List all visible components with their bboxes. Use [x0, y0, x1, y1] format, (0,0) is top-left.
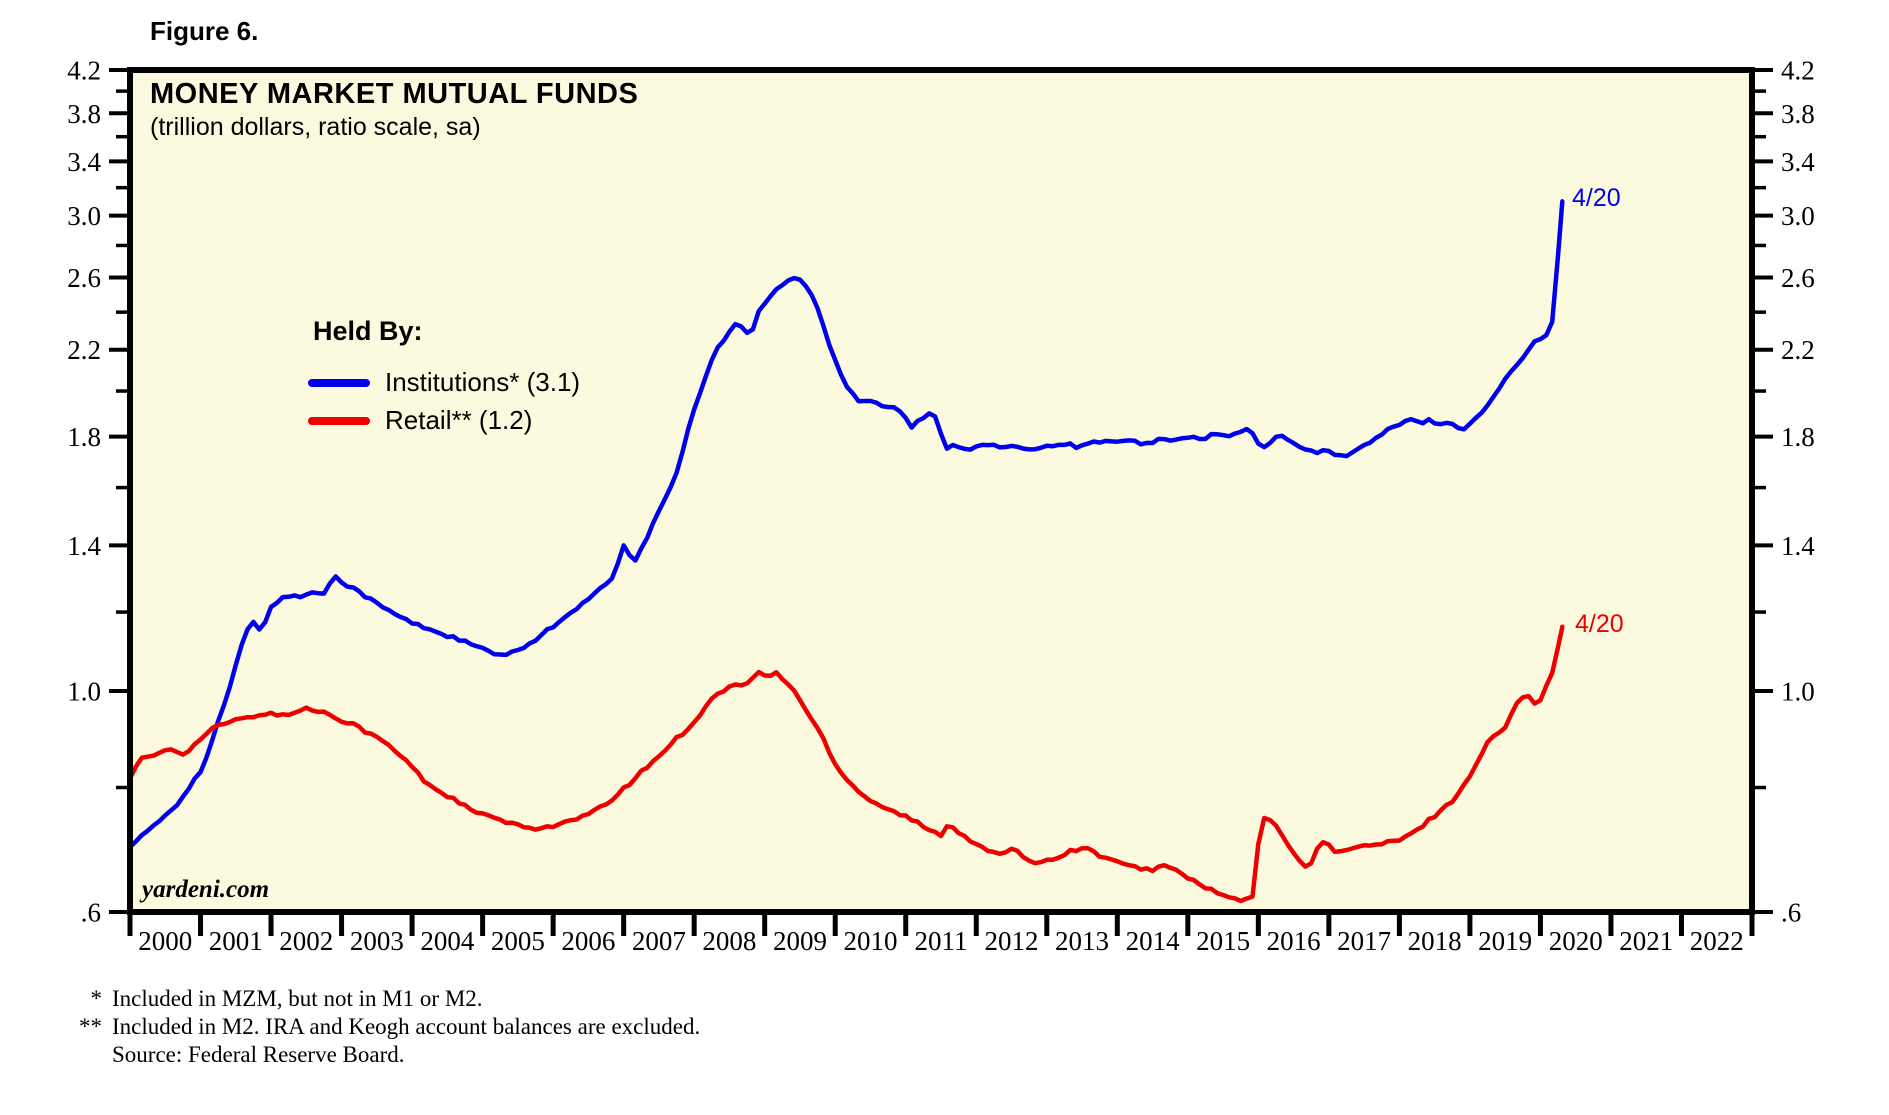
- legend-label-institutions: Institutions* (3.1): [385, 367, 581, 397]
- retail-line-swatch: [308, 417, 370, 425]
- x-axis-year-label: 2007: [632, 926, 686, 956]
- retail-line: [127, 624, 1565, 904]
- y-axis-label-left: .6: [81, 897, 101, 927]
- x-axis-year-label: 2018: [1408, 926, 1462, 956]
- x-axis-year-label: 2008: [702, 926, 756, 956]
- x-axis-year-label: 2021: [1619, 926, 1673, 956]
- y-axis-label-right: 1.8: [1781, 422, 1815, 452]
- x-axis-year-label: 2006: [561, 926, 615, 956]
- y-axis-label-left: 3.0: [67, 201, 101, 231]
- footnote-1-marker: *: [90, 986, 103, 1011]
- y-axis-label-right: 1.4: [1781, 531, 1815, 561]
- footnote-1-text: Included in MZM, but not in M1 or M2.: [112, 986, 483, 1011]
- y-axis-label-right: 2.6: [1781, 263, 1815, 293]
- x-axis-year-label: 2020: [1549, 926, 1603, 956]
- footnote-2-marker: **: [79, 1014, 102, 1039]
- plot-background: [130, 70, 1752, 912]
- retail-latest-label: 4/20: [1575, 610, 1624, 638]
- y-axis-label-left: 1.0: [67, 676, 101, 706]
- y-axis-label-left: 3.8: [67, 99, 101, 129]
- y-axis-label-left: 2.2: [67, 335, 101, 365]
- legend-label-retail: Retail** (1.2): [385, 405, 533, 435]
- x-axis-year-label: 2009: [773, 926, 827, 956]
- x-axis-year-label: 2011: [915, 926, 968, 956]
- x-axis-year-label: 2014: [1126, 926, 1181, 956]
- institutions-latest-label: 4/20: [1572, 184, 1621, 212]
- x-axis-year-label: 2004: [420, 926, 475, 956]
- y-axis-label-right: .6: [1781, 897, 1801, 927]
- y-axis-label-left: 2.6: [67, 263, 101, 293]
- y-axis-label-left: 4.2: [67, 55, 101, 85]
- y-axis-label-left: 1.8: [67, 422, 101, 452]
- x-axis-year-label: 2013: [1055, 926, 1109, 956]
- y-axis-label-right: 2.2: [1781, 335, 1815, 365]
- watermark: yardeni.com: [142, 876, 270, 903]
- x-axis-year-label: 2019: [1478, 926, 1532, 956]
- plot-border: [127, 67, 1755, 915]
- y-axis-label-right: 3.0: [1781, 201, 1815, 231]
- chart-title: MONEY MARKET MUTUAL FUNDS: [150, 78, 639, 110]
- x-axis-year-label: 2005: [491, 926, 545, 956]
- x-axis-year-label: 2003: [350, 926, 404, 956]
- x-axis-year-label: 2001: [209, 926, 263, 956]
- institutions-line-swatch: [308, 379, 370, 387]
- y-axis-label-right: 4.2: [1781, 55, 1815, 85]
- x-axis-year-label: 2002: [279, 926, 333, 956]
- x-axis-year-label: 2022: [1690, 926, 1744, 956]
- x-axis-year-label: 2015: [1196, 926, 1250, 956]
- legend-heading: Held By:: [313, 316, 423, 346]
- y-axis-label-right: 3.8: [1781, 99, 1815, 129]
- footnote-2-text: Included in M2. IRA and Keogh account ba…: [112, 1014, 701, 1039]
- y-axis-label-right: 1.0: [1781, 676, 1815, 706]
- y-axis-label-right: 3.4: [1781, 147, 1815, 177]
- y-axis-label-left: 3.4: [67, 147, 101, 177]
- chart-subtitle: (trillion dollars, ratio scale, sa): [150, 113, 481, 141]
- y-axis-label-left: 1.4: [67, 531, 101, 561]
- x-axis-year-label: 2010: [843, 926, 897, 956]
- x-axis-year-label: 2016: [1267, 926, 1321, 956]
- footnote-source-text: Source: Federal Reserve Board.: [112, 1042, 405, 1067]
- figure-label: Figure 6.: [150, 16, 259, 46]
- x-axis-year-label: 2017: [1337, 926, 1391, 956]
- x-axis-year-label: 2012: [985, 926, 1039, 956]
- x-axis-year-label: 2000: [138, 926, 192, 956]
- institutions-line: [127, 199, 1565, 850]
